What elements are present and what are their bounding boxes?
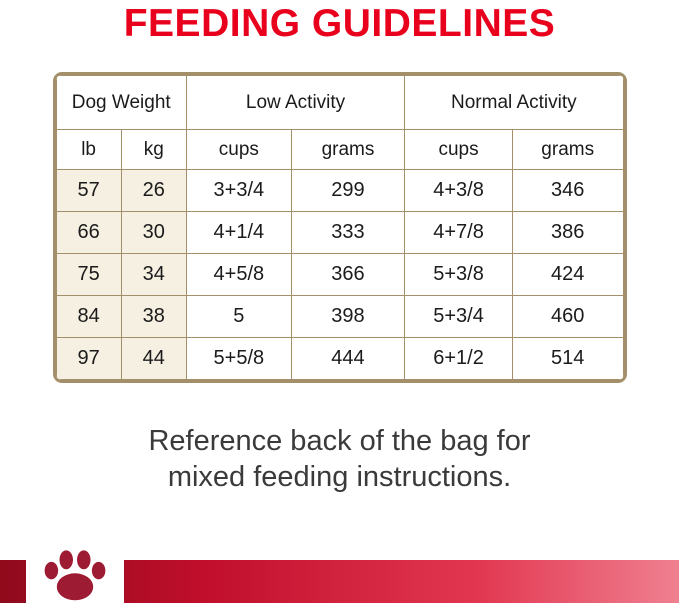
table-cell: 34 [120,253,187,296]
table-cell: 386 [511,211,624,254]
table-cell: 4+3/8 [404,169,513,212]
table-cell: 514 [511,337,624,380]
table-cell: 44 [120,337,187,380]
table-cell: 333 [290,211,406,254]
table-cell: 4+1/4 [185,211,292,254]
mixed-feeding-note: Reference back of the bag for mixed feed… [0,423,679,496]
group-header-normal-activity: Normal Activity [404,75,624,130]
table-cell: 460 [511,295,624,338]
table-cell: 4+7/8 [404,211,513,254]
table-row: 57 26 3+3/4 299 4+3/8 346 [55,169,624,212]
table-cell: 3+3/4 [185,169,292,212]
table-row: 66 30 4+1/4 333 4+7/8 386 [55,211,624,254]
note-line-2: mixed feeding instructions. [167,461,512,494]
table-row: 84 38 5 398 5+3/4 460 [55,295,624,338]
table-cell: 366 [290,253,406,296]
table-cell: 346 [511,169,624,212]
column-header-grams-low: grams [290,129,406,170]
group-header-dog-weight: Dog Weight [55,75,187,130]
table-cell: 6+1/2 [404,337,513,380]
table-cell: 4+5/8 [185,253,292,296]
column-header-lb: lb [55,129,122,170]
column-header-grams-normal: grams [511,129,624,170]
table-cell: 97 [55,337,122,380]
table-cell: 57 [55,169,122,212]
paw-print-icon [44,550,106,601]
table-cell: 38 [120,295,187,338]
column-header-cups-normal: cups [404,129,513,170]
table-cell: 30 [120,211,187,254]
table-cell: 75 [55,253,122,296]
column-header-kg: kg [120,129,187,170]
table-row: 97 44 5+5/8 444 6+1/2 514 [55,337,624,380]
table-cell: 26 [120,169,187,212]
note-line-1: Reference back of the bag for [148,425,531,457]
feeding-table: Dog Weight Low Activity Normal Activity … [52,72,627,383]
page-title: FEEDING GUIDELINES [123,2,556,45]
table-cell: 5+5/8 [185,337,292,380]
table-cell: 424 [511,253,624,296]
table-cell: 5 [185,295,292,338]
group-header-low-activity: Low Activity [185,75,406,130]
table-cell: 5+3/8 [404,253,513,296]
table-cell: 66 [55,211,122,254]
brand-logo-tile [26,545,124,603]
table-cell: 398 [290,295,406,338]
table-cell: 444 [290,337,406,380]
table-cell: 5+3/4 [404,295,513,338]
table-row: 75 34 4+5/8 366 5+3/8 424 [55,253,624,296]
table-cell: 299 [290,169,406,212]
column-header-cups-low: cups [185,129,292,170]
table-cell: 84 [55,295,122,338]
